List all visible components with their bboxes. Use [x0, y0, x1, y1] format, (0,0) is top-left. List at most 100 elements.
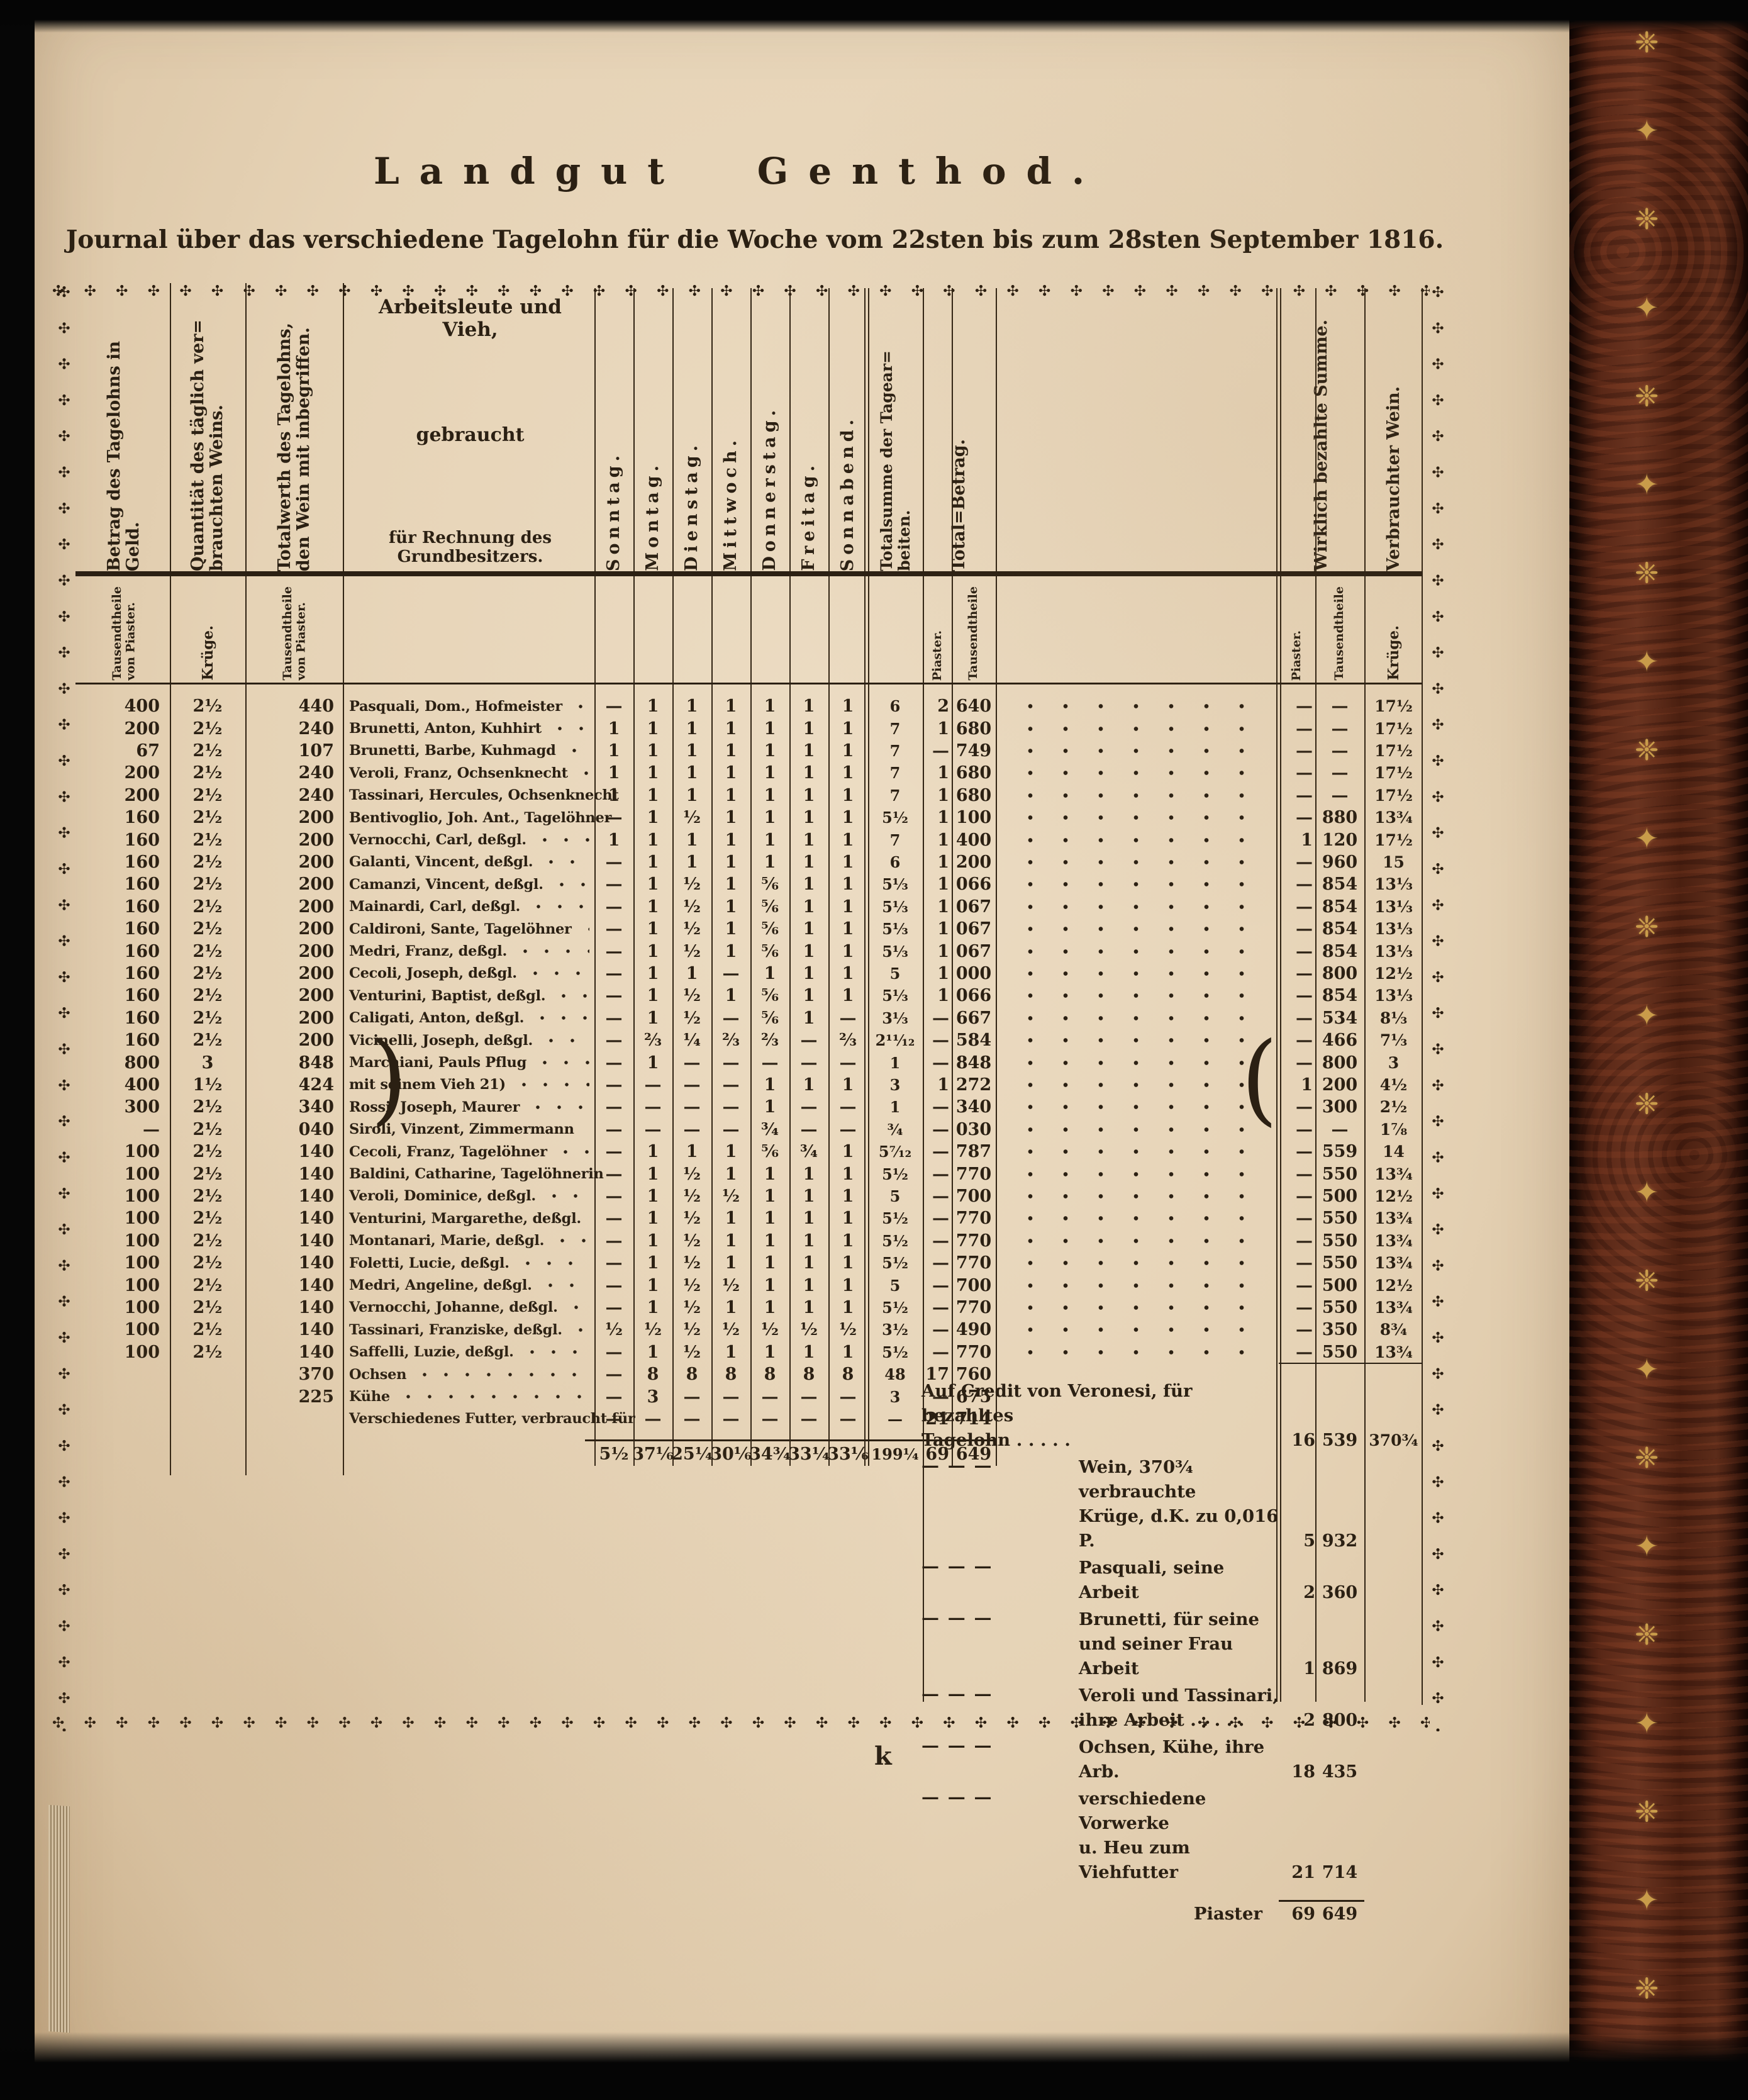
cell-totalbetrag-tausendtheile: 680 [955, 785, 992, 805]
credit-note-tausendtheile: 800 [1322, 1711, 1358, 1730]
cell-betrag-geld: 400 [124, 696, 160, 717]
table-row: 100 2½ 140 Montanari, Marie, deßgl. — 1 ½ 1 1 1 1 5… [75, 1230, 1423, 1252]
cell-bezahlt-tausendtheile: 854 [1322, 919, 1358, 939]
brace-close-icon: ( [1241, 1021, 1278, 1137]
arbeiter-name-text: Mainardi, Carl, deßgl. [349, 898, 520, 915]
table-row: 100 2½ 140 Medri, Angeline, deßgl. — 1 ½ ½ 1 1 1 5 —… [75, 1274, 1423, 1296]
cell-totalbetrag-tausendtheile: 067 [955, 941, 992, 961]
table-row: 160 2½ 200 Mainardi, Carl, deßgl. — 1 ½ 1 ⅚ 1 1 5⅓ 1… [75, 896, 1423, 918]
cell-day-5: ⅚ [761, 986, 779, 1006]
arbeiter-name-text: Caldironi, Sante, Tagelöhner [349, 920, 572, 937]
cell-day-3: ½ [682, 919, 701, 939]
cell-day-4: — [722, 1119, 740, 1139]
cell-day-5: 1 [764, 1075, 776, 1095]
table-row: 200 2½ 240 Veroli, Franz, Ochsenknecht 1 1 1 1 1… [75, 762, 1423, 784]
cell-day-3: ½ [682, 1231, 701, 1251]
cell-day-5: ⅚ [761, 896, 779, 917]
cell-totalbetrag-piaster: — [932, 1231, 949, 1251]
dot-leader-wide [1013, 725, 1262, 732]
cell-wein-quantitaet: 2½ [192, 763, 223, 783]
binding-gold-ornament-icon: ❈ ✦ ❈ ✦ ❈ ✦ ❈ ✦ ❈ ✦ ❈ ✦ ❈ ✦ ❈ ✦ ❈ ✦ ❈ ✦ … [1630, 25, 1664, 2076]
cell-wein-kruege: 17½ [1374, 719, 1413, 738]
cell-totalsumme: 7 [889, 719, 901, 738]
cell-wein-kruege: 17½ [1374, 764, 1413, 783]
dot-leader [539, 1283, 589, 1288]
cell-arbeiter-name: Venturini, Margarethe, deßgl. [343, 1207, 594, 1229]
cell-totalwerth: 200 [298, 1030, 334, 1051]
cell-day-4: 1 [725, 808, 737, 828]
cell-betrag-geld: 160 [124, 852, 160, 872]
cell-day-3: 1 [686, 740, 698, 761]
cell-day-1: — [605, 1297, 623, 1317]
cell-wein-kruege: 13¾ [1374, 1209, 1413, 1228]
subhead-quant-kruege-label: Krüge. [199, 625, 216, 681]
cell-day-5: 1 [764, 1253, 776, 1273]
cell-totalwerth: 340 [298, 1097, 334, 1117]
table-row: 200 2½ 240 Brunetti, Anton, Kuhhirt 1 1 1 1 1 1 1 7… [75, 717, 1423, 739]
subhead-werth-tausendtheile: Tausendtheile von Piaster. [247, 582, 342, 681]
journal-page: Landgut Genthod. Journal über das versch… [35, 0, 1569, 2100]
cell-betrag-geld [75, 1363, 170, 1385]
cell-wein-kruege: 13¾ [1374, 808, 1413, 827]
arbeiter-name-text: Saffelli, Luzie, deßgl. [349, 1344, 514, 1361]
arbeiter-name-text: Brunetti, Barbe, Kuhmagd [349, 742, 556, 759]
cell-totalsumme: 7 [889, 830, 901, 849]
column-rule [996, 288, 997, 1466]
cell-totalbetrag-piaster: — [932, 1186, 949, 1206]
cell-betrag-geld [75, 1385, 170, 1407]
dot-leader [553, 993, 589, 998]
cell-totalbetrag-tausendtheile: 770 [955, 1297, 992, 1317]
cell-bezahlt-tausendtheile: 534 [1322, 1008, 1358, 1028]
dot-leader [552, 1238, 589, 1244]
dot-leader-wide [1013, 1282, 1262, 1288]
dot-leader [548, 726, 589, 732]
cell-day-4: 1 [725, 1164, 737, 1184]
cell-dot-gap [996, 1007, 1279, 1029]
cell-day-5: 1 [764, 1275, 776, 1295]
cell-bezahlt-piaster: — [1296, 1297, 1313, 1317]
cell-day-5: 1 [764, 718, 776, 739]
cell-day-2: — [644, 1119, 662, 1139]
cell-day-6: — [800, 1387, 818, 1407]
dot-leader [524, 971, 589, 976]
dot-leader-wide [1013, 1126, 1262, 1132]
cell-totalbetrag-piaster: 1 [937, 896, 949, 917]
cell-bezahlt-tausendtheile: 550 [1322, 1297, 1358, 1317]
day-column-head: Dienstag. [674, 289, 710, 571]
cell-day-6: 1 [803, 1164, 815, 1184]
cell-day-7: 1 [842, 963, 854, 983]
cell-bezahlt-piaster: — [1296, 785, 1313, 805]
table-row: 100 2½ 140 Tassinari, Franziske, deßgl. ½ ½ ½ ½… [75, 1319, 1423, 1341]
cell-day-2: ½ [643, 1320, 662, 1340]
credit-note-piaster: 2 [1303, 1711, 1315, 1730]
subhead-werth-tausendtheile-label: Tausendtheile von Piaster. [280, 586, 308, 681]
page-stack-edge [48, 1804, 70, 2033]
cell-day-4: ⅔ [722, 1030, 740, 1051]
dot-leader [565, 1305, 589, 1310]
cell-bezahlt-piaster: — [1296, 740, 1313, 761]
cell-day-5: 1 [764, 852, 776, 872]
cell-totalwerth: 140 [298, 1142, 334, 1162]
cell-dot-gap [996, 963, 1279, 985]
cell-dot-gap [996, 695, 1279, 717]
cell-day-2: 1 [647, 1142, 659, 1162]
column-rule [868, 288, 869, 1466]
cell-wein-quantitaet: 2½ [192, 1119, 223, 1139]
cell-day-7: ½ [838, 1320, 857, 1340]
cell-day-5: ½ [760, 1320, 779, 1340]
ornament-border-left-icon: ✣ ✣ ✣ ✣ ✣ ✣ ✣ ✣ ✣ ✣ ✣ ✣ ✣ ✣ ✣ ✣ ✣ ✣ ✣ ✣ … [56, 284, 72, 1731]
cell-dot-gap [996, 1341, 1279, 1363]
cell-bezahlt-piaster: — [1296, 963, 1313, 983]
credit-note: — — — Brunetti, für seine und seiner Frau… [921, 1607, 1423, 1681]
cell-totalsumme: 5½ [882, 808, 908, 827]
cell-bezahlt-tausendtheile: 960 [1322, 852, 1358, 872]
col-head-totalsumme: Totalsumme der Tagear= beiten. [869, 289, 923, 571]
cell-bezahlt-piaster: — [1296, 852, 1313, 872]
cell-day-4: 1 [725, 718, 737, 739]
cell-day-1: 1 [608, 740, 620, 761]
cell-wein-kruege: 8⅓ [1379, 1008, 1408, 1027]
cell-totalsumme: 2¹¹⁄₁₂ [875, 1031, 915, 1050]
cell-day-1: — [605, 1097, 623, 1117]
table-row: 400 2½ 440 Pasquali, Dom., Hofmeister — 1 1 1 1 1… [75, 695, 1423, 717]
dot-leader-wide [1013, 837, 1262, 843]
